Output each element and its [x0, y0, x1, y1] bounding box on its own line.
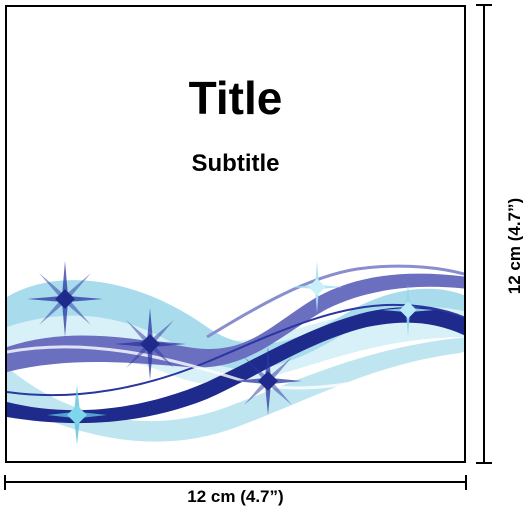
sparkle-icon	[234, 347, 302, 415]
sparkle-icon	[114, 308, 186, 380]
mid-blue-thin-line	[206, 264, 464, 339]
white-highlight-sweep	[7, 345, 464, 390]
dark-blue-line	[7, 303, 464, 397]
height-dimension-label: 12 cm (4.7”)	[505, 197, 523, 295]
mid-blue-ribbon	[7, 273, 464, 372]
wave-swoosh-artwork	[7, 261, 464, 445]
slide-card: Title Subtitle	[5, 5, 466, 463]
light-wave-band-upper	[7, 280, 464, 370]
slide-title: Title	[188, 72, 283, 124]
width-dimension-label: 12 cm (4.7”)	[187, 487, 284, 506]
sparkle-icon	[27, 261, 103, 337]
sparkle-icon	[47, 385, 107, 445]
light-wave-band-lower	[7, 337, 464, 442]
dark-blue-ribbon	[7, 307, 464, 424]
slide-subtitle: Subtitle	[191, 150, 280, 177]
